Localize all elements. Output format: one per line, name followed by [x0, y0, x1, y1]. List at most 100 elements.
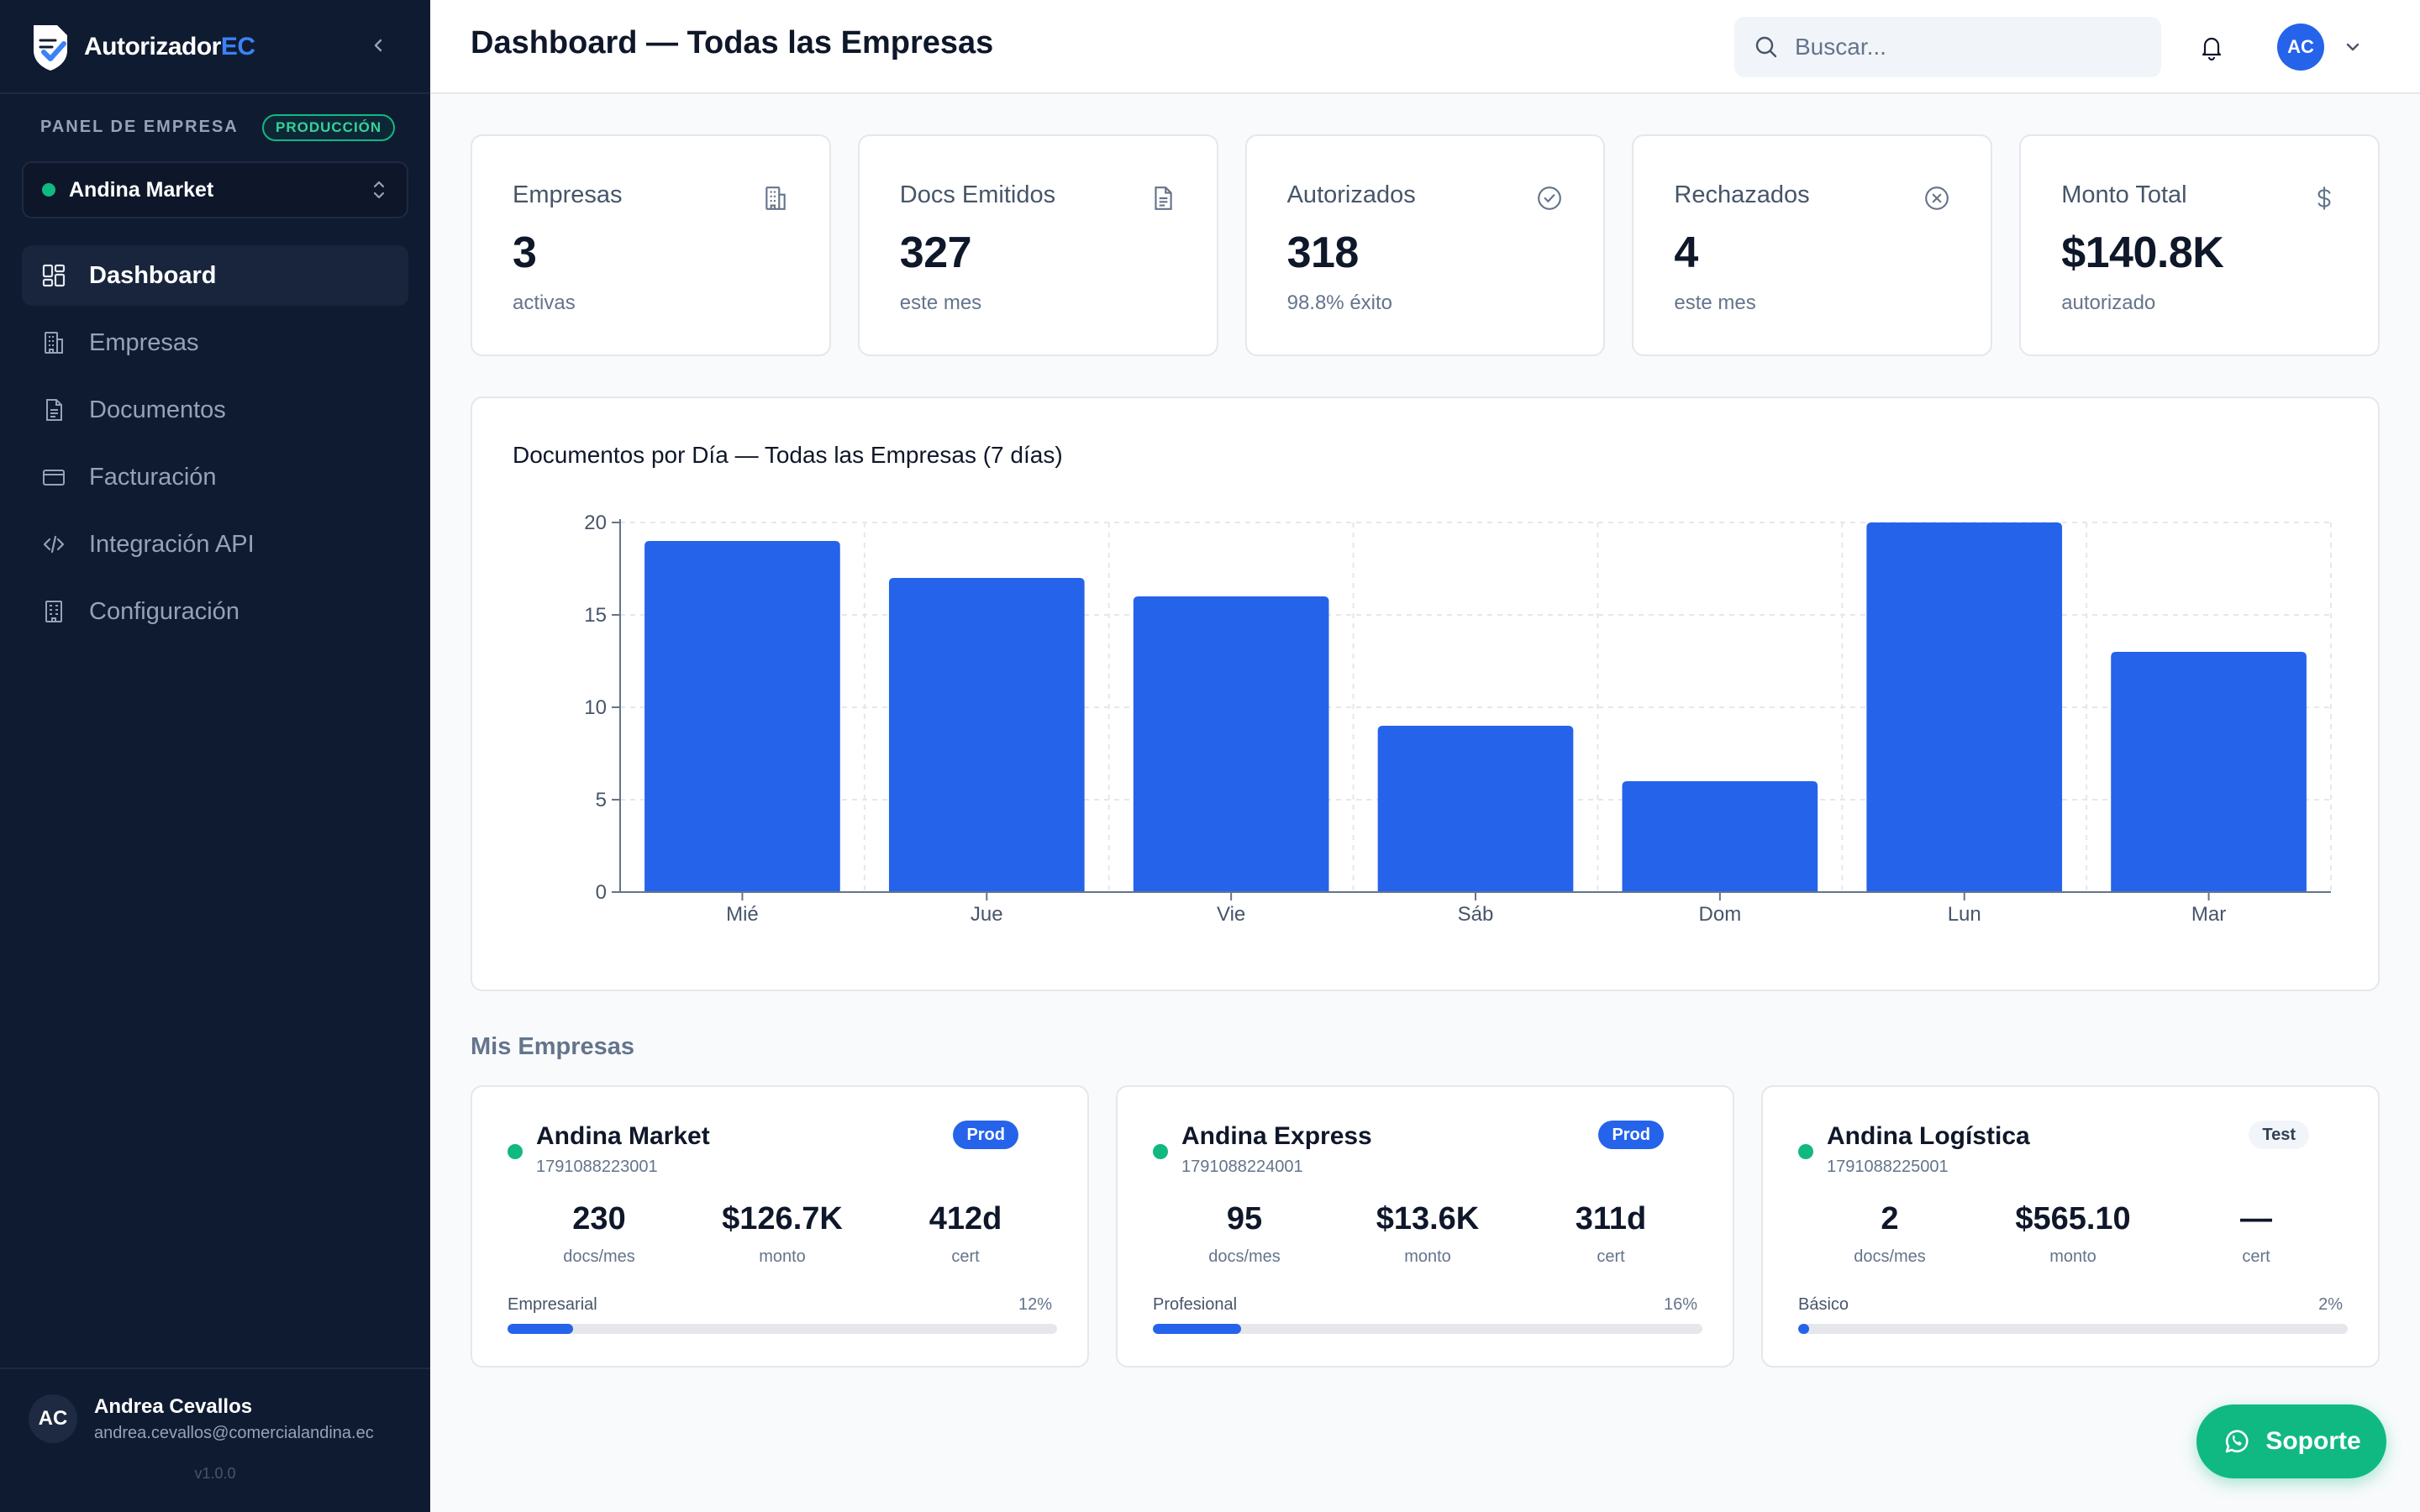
metric-value: 412d — [929, 1201, 1002, 1236]
stat-value: 3 — [513, 228, 537, 277]
stat-sub: activas — [513, 291, 576, 314]
status-dot — [508, 1144, 523, 1159]
company-card[interactable]: Andina Logística 1791088225001 Test 2 doc… — [1761, 1085, 2380, 1368]
sidebar-item-label: Integración API — [89, 530, 255, 558]
stat-sub: este mes — [1674, 291, 1756, 314]
company-selector[interactable]: Andina Market — [22, 161, 408, 218]
usage-progress-fill — [508, 1324, 574, 1334]
support-button[interactable]: Soporte — [2196, 1404, 2386, 1478]
sidebar-item-documentos[interactable]: Documentos — [22, 380, 408, 440]
company-metrics: 95 docs/mes $13.6K monto 311d cert — [1153, 1201, 1702, 1267]
x-tick-label: Dom — [1699, 903, 1742, 926]
user-avatar-button[interactable]: AC — [2277, 24, 2324, 71]
company-card[interactable]: Andina Market 1791088223001 Prod 230 docs… — [471, 1085, 1089, 1368]
sidebar-item-integracion-api[interactable]: Integración API — [22, 514, 408, 575]
chart-bar — [2111, 652, 2307, 892]
brand[interactable]: AutorizadorEC — [29, 20, 255, 74]
metric-label: cert — [2242, 1247, 2270, 1266]
sidebar-item-configuracion[interactable]: Configuración — [22, 581, 408, 642]
metric-docs: 95 docs/mes — [1153, 1201, 1336, 1267]
code-icon — [40, 531, 67, 558]
metric-cert: 311d cert — [1519, 1201, 1702, 1267]
chevron-down-icon — [2346, 43, 2360, 51]
user-menu-toggle[interactable] — [2339, 34, 2366, 60]
chevron-up-down-icon — [373, 181, 385, 199]
chart-title: Documentos por Día — Todas las Empresas … — [513, 442, 1063, 468]
usage-progress-fill — [1153, 1324, 1241, 1334]
metric-cert: 412d cert — [874, 1201, 1057, 1267]
brand-name: AutorizadorEC — [84, 33, 255, 60]
sidebar-nav: Dashboard Empresas Documentos Facturació… — [22, 245, 408, 648]
metric-value: $13.6K — [1376, 1201, 1480, 1236]
stat-label: Rechazados — [1674, 181, 1810, 208]
plan-usage-percent: 2% — [2318, 1295, 2343, 1314]
user-name: Andrea Cevallos — [94, 1394, 253, 1418]
plan-name: Profesional — [1153, 1295, 1238, 1314]
metric-value: 311d — [1575, 1201, 1647, 1236]
stat-card-empresas: Empresas 3 activas — [471, 134, 831, 356]
sidebar-item-dashboard[interactable]: Dashboard — [22, 245, 408, 306]
sidebar-item-label: Dashboard — [89, 261, 217, 289]
chart-card: Documentos por Día — Todas las Empresas … — [471, 396, 2380, 991]
bar-chart: 0 5 10 15 20 Mié Jue Vie Sáb Dom Lun Mar — [584, 512, 2332, 926]
chevron-left-icon — [374, 39, 382, 52]
search-input[interactable] — [1795, 34, 2131, 60]
environment-badge: PRODUCCIÓN — [262, 114, 396, 141]
usage-progress-bar — [508, 1324, 1057, 1334]
plan-name: Básico — [1798, 1295, 1849, 1314]
collapse-sidebar-button[interactable] — [363, 30, 393, 60]
plan-name: Empresarial — [508, 1295, 597, 1314]
sidebar-item-label: Configuración — [89, 597, 239, 625]
stat-sub: autorizado — [2061, 291, 2156, 314]
stat-value: $140.8K — [2061, 228, 2224, 277]
logo-icon — [34, 25, 67, 71]
usage-progress-fill — [1798, 1324, 1810, 1334]
sidebar-item-facturacion[interactable]: Facturación — [22, 447, 408, 507]
panel-label: PANEL DE EMPRESA — [40, 118, 239, 136]
metric-monto: $565.10 monto — [1981, 1201, 2165, 1267]
metric-docs: 2 docs/mes — [1798, 1201, 1981, 1267]
metric-value: $126.7K — [722, 1201, 843, 1236]
status-dot — [42, 183, 55, 197]
document-icon — [40, 396, 67, 423]
x-tick-label: Mié — [726, 903, 759, 926]
status-dot — [1798, 1144, 1813, 1159]
companies-grid: Andina Market 1791088223001 Prod 230 docs… — [471, 1085, 2380, 1368]
usage-progress-bar — [1798, 1324, 2348, 1334]
usage-progress-bar — [1153, 1324, 1702, 1334]
metric-label: cert — [951, 1247, 980, 1266]
user-profile[interactable]: AC Andrea Cevallos andrea.cevallos@comer… — [29, 1394, 374, 1443]
metric-cert: — cert — [2165, 1201, 2348, 1267]
company-metrics: 230 docs/mes $126.7K monto 412d cert — [508, 1201, 1057, 1267]
y-tick-label: 20 — [584, 512, 607, 534]
stat-card-monto-total: Monto Total $140.8K autorizado — [2019, 134, 2380, 356]
settings-building-icon — [40, 598, 67, 625]
chart-bar — [1622, 781, 1818, 892]
metric-value: 2 — [1881, 1201, 1899, 1236]
notifications-button[interactable] — [2193, 29, 2230, 66]
plan-usage-percent: 16% — [1663, 1295, 1697, 1314]
bell-icon — [2202, 37, 2222, 61]
company-card[interactable]: Andina Express 1791088224001 Prod 95 docs… — [1116, 1085, 1734, 1368]
metric-label: docs/mes — [563, 1247, 635, 1266]
sidebar-item-empresas[interactable]: Empresas — [22, 312, 408, 373]
metric-docs: 230 docs/mes — [508, 1201, 691, 1267]
top-header: Dashboard — Todas las Empresas AC — [430, 0, 2420, 94]
metric-label: cert — [1597, 1247, 1625, 1266]
dashboard-grid-icon — [40, 262, 67, 289]
document-icon — [1148, 183, 1178, 213]
y-tick-label: 10 — [584, 696, 607, 719]
stat-sub: 98.8% éxito — [1286, 291, 1393, 314]
stat-sub: este mes — [899, 291, 982, 314]
stat-label: Empresas — [513, 181, 623, 208]
chart-bar — [1133, 596, 1329, 892]
y-tick-label: 15 — [584, 604, 607, 627]
metric-monto: $126.7K monto — [691, 1201, 874, 1267]
stat-value: 318 — [1286, 228, 1360, 277]
stat-card-autorizados: Autorizados 318 98.8% éxito — [1244, 134, 1606, 356]
chart-bar — [1377, 726, 1574, 892]
metric-value: 95 — [1226, 1201, 1263, 1236]
plan-usage-percent: 12% — [1018, 1295, 1052, 1314]
search-box[interactable] — [1734, 17, 2161, 77]
app-version: v1.0.0 — [194, 1465, 236, 1482]
